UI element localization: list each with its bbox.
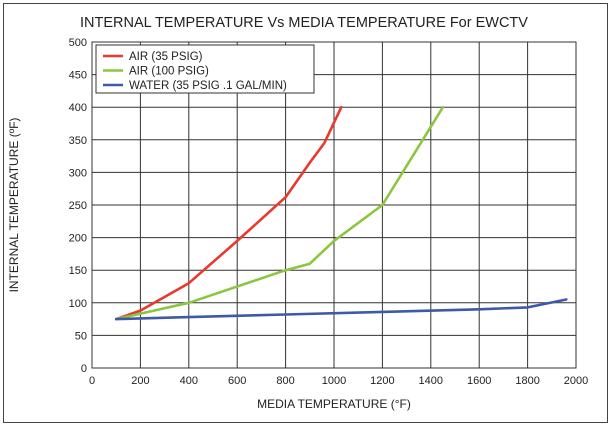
legend: AIR (35 PSIG) AIR (100 PSIG) WATER (35 PSI… [95, 44, 315, 94]
legend-box [95, 44, 315, 94]
y-tick-label: 50 [75, 330, 87, 342]
y-tick-label: 450 [69, 70, 87, 82]
x-tick-label: 800 [276, 375, 294, 387]
series-lines [114, 105, 568, 321]
x-tick-label: 400 [180, 375, 198, 387]
series-line-1 [114, 105, 343, 321]
y-tick-label: 150 [69, 265, 87, 277]
plot-area-border [91, 41, 577, 369]
x-tick-label: 1600 [467, 375, 491, 387]
y-tick-label: 250 [69, 200, 87, 212]
x-tick-label: 600 [228, 375, 246, 387]
legend-label-2: AIR (100 PSIG) [129, 66, 209, 78]
x-tick-label: 2000 [564, 375, 588, 387]
x-tick-label: 1200 [370, 375, 394, 387]
y-tick-label: 300 [69, 167, 87, 179]
chart-frame: INTERNAL TEMPERATURE Vs MEDIA TEMPERATUR… [3, 3, 608, 423]
y-tick-label: 400 [69, 102, 87, 114]
x-tick-label: 1000 [322, 375, 346, 387]
legend-label-1: AIR (35 PSIG) [129, 51, 203, 63]
series-line-2 [114, 105, 445, 321]
tick-labels: 0 200 400 600 800 1000 1200 1400 1600 1800 2000 0 50… [69, 37, 589, 387]
x-tick-label: 0 [89, 375, 95, 387]
y-tick-label: 350 [69, 135, 87, 147]
y-tick-label: 100 [69, 298, 87, 310]
legend-label-3: WATER (35 PSIG .1 GAL/MIN) [129, 80, 287, 92]
series-line-3 [114, 298, 568, 321]
x-tick-label: 1400 [419, 375, 443, 387]
chart-title: INTERNAL TEMPERATURE Vs MEDIA TEMPERATUR… [80, 15, 528, 31]
x-tick-label: 1800 [515, 375, 539, 387]
x-axis-title: MEDIA TEMPERATURE (°F) [257, 397, 411, 411]
y-tick-label: 200 [69, 233, 87, 245]
y-tick-label: 500 [69, 37, 87, 49]
line-chart: INTERNAL TEMPERATURE Vs MEDIA TEMPERATUR… [7, 15, 589, 411]
x-tick-label: 200 [131, 375, 149, 387]
y-axis-title: INTERNAL TEMPERATURE (ºF) [7, 118, 21, 293]
y-tick-label: 0 [81, 363, 87, 375]
